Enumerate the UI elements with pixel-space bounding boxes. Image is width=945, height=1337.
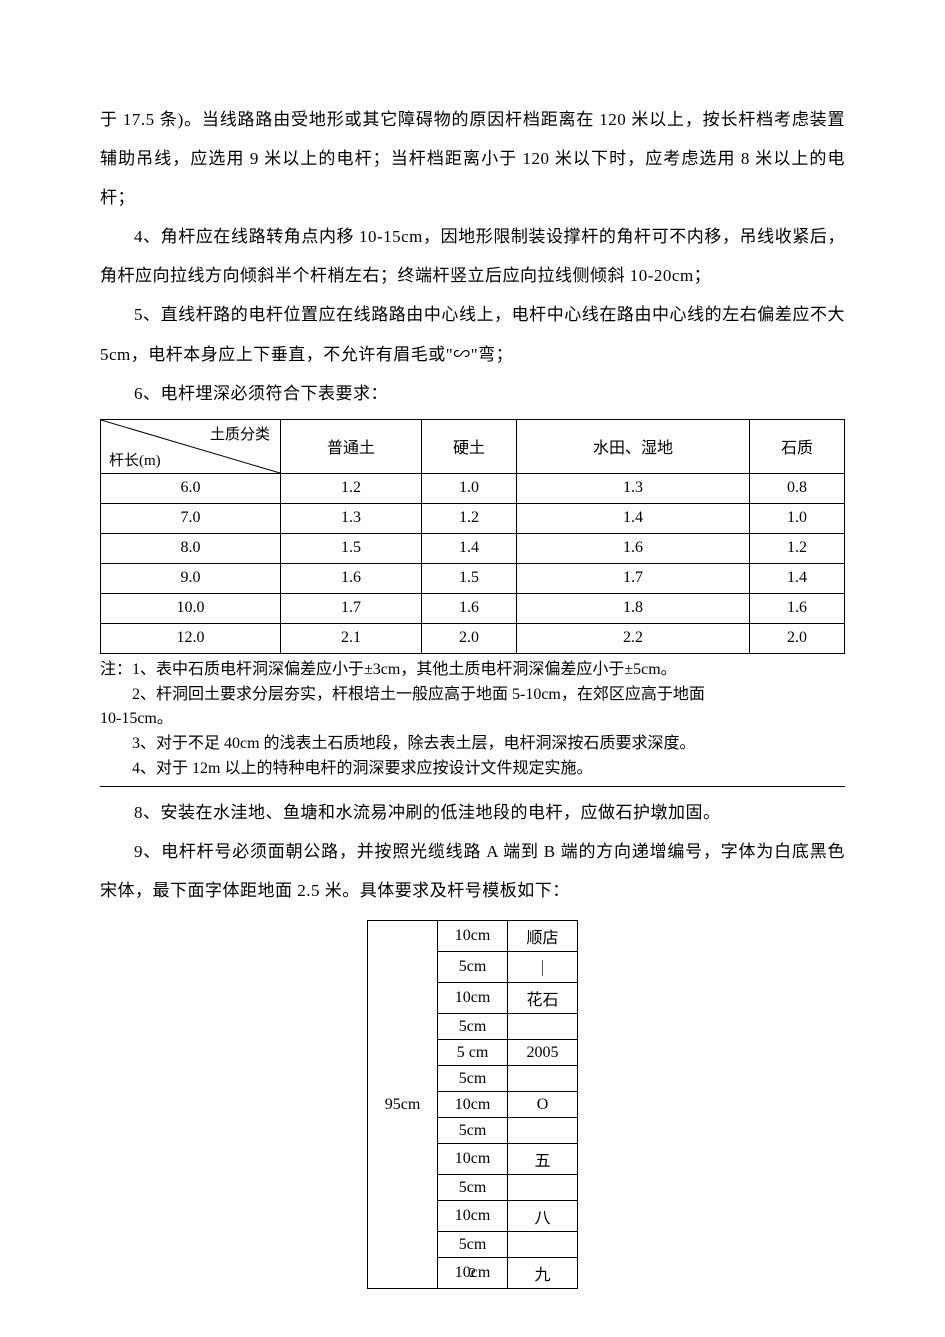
cell: О — [508, 1092, 578, 1118]
cell — [508, 1232, 578, 1258]
cell: 2.2 — [516, 623, 749, 653]
cell: 5 cm — [438, 1040, 508, 1066]
paragraph-5: 8、安装在水洼地、鱼塘和水流易冲刷的低洼地段的电杆，应做石护墩加固。 — [100, 793, 845, 832]
cell: 10cm — [438, 1201, 508, 1232]
cell: 5cm — [438, 1066, 508, 1092]
cell: 1.4 — [750, 563, 845, 593]
paragraph-6: 9、电杆杆号必须面朝公路，并按照光缆线路 A 端到 B 端的方向递增编号，字体为… — [100, 832, 845, 910]
col-header: 普通土 — [281, 419, 422, 473]
cell: 2.1 — [281, 623, 422, 653]
cell: 八 — [508, 1201, 578, 1232]
divider-line — [100, 786, 845, 787]
depth-table: 土质分类 杆长(m) 普通土 硬土 水田、湿地 石质 6.0 1.2 1.0 1… — [100, 419, 845, 654]
cell: 1.0 — [750, 503, 845, 533]
cell: 2005 — [508, 1040, 578, 1066]
pole-number-template: 95cm 10cm 顺店 5cm｜ 10cm花石 5cm 5 cm2005 5c… — [100, 920, 845, 1289]
cell: 1.2 — [750, 533, 845, 563]
cell: 5cm — [438, 1232, 508, 1258]
template-table: 95cm 10cm 顺店 5cm｜ 10cm花石 5cm 5 cm2005 5c… — [367, 920, 578, 1289]
paragraph-3: 5、直线杆路的电杆位置应在线路路由中心线上，电杆中心线在路由中心线的左右偏差应不… — [100, 295, 845, 373]
cell: 顺店 — [508, 921, 578, 952]
cell: 2.0 — [750, 623, 845, 653]
cell: 1.2 — [422, 503, 517, 533]
cell: 1.5 — [422, 563, 517, 593]
row-label: 9.0 — [101, 563, 281, 593]
note-line: 2、杆洞回土要求分层夯实，杆根培土一般应高于地面 5-10cm，在郊区应高于地面 — [100, 683, 845, 708]
cell: 1.6 — [750, 593, 845, 623]
table-row: 7.0 1.3 1.2 1.4 1.0 — [101, 503, 845, 533]
cell: 1.6 — [422, 593, 517, 623]
cell: 1.3 — [516, 473, 749, 503]
cell — [508, 1066, 578, 1092]
cell: 1.6 — [281, 563, 422, 593]
diagonal-header-cell: 土质分类 杆长(m) — [101, 419, 281, 473]
note-line: 3、对于不足 40cm 的浅表土石质地段，除去表土层，电杆洞深按石质要求深度。 — [100, 732, 845, 757]
cell: 1.3 — [281, 503, 422, 533]
cell: 10cm — [438, 1092, 508, 1118]
table-notes: 注：1、表中石质电杆洞深偏差应小于±3cm，其他土质电杆洞深偏差应小于±5cm。… — [100, 658, 845, 782]
cell: 5cm — [438, 1175, 508, 1201]
table-row: 9.0 1.6 1.5 1.7 1.4 — [101, 563, 845, 593]
cell: 5cm — [438, 1118, 508, 1144]
diag-header-top: 土质分类 — [210, 423, 270, 444]
cell: 1.5 — [281, 533, 422, 563]
cell: 10cm — [438, 983, 508, 1014]
row-label: 10.0 — [101, 593, 281, 623]
cell: 1.6 — [516, 533, 749, 563]
row-label: 12.0 — [101, 623, 281, 653]
cell: 1.7 — [281, 593, 422, 623]
note-line: 4、对于 12m 以上的特种电杆的洞深要求应按设计文件规定实施。 — [100, 757, 845, 782]
table-header-row: 土质分类 杆长(m) 普通土 硬土 水田、湿地 石质 — [101, 419, 845, 473]
cell: 2.0 — [422, 623, 517, 653]
cell: 5cm — [438, 1014, 508, 1040]
cell — [508, 1118, 578, 1144]
table-row: 6.0 1.2 1.0 1.3 0.8 — [101, 473, 845, 503]
cell — [508, 1175, 578, 1201]
cell: 10cm — [438, 1144, 508, 1175]
left-span-cell: 95cm — [368, 921, 438, 1289]
cell: 五 — [508, 1144, 578, 1175]
cell: 1.2 — [281, 473, 422, 503]
table-row: 95cm 10cm 顺店 — [368, 921, 578, 952]
diag-header-bottom: 杆长(m) — [109, 449, 161, 470]
cell — [508, 1014, 578, 1040]
paragraph-2: 4、角杆应在线路转角点内移 10-15cm，因地形限制装设撑杆的角杆可不内移，吊… — [100, 217, 845, 295]
cell: 1.0 — [422, 473, 517, 503]
row-label: 6.0 — [101, 473, 281, 503]
cell: 1.4 — [422, 533, 517, 563]
table-row: 10.0 1.7 1.6 1.8 1.6 — [101, 593, 845, 623]
table-row: 8.0 1.5 1.4 1.6 1.2 — [101, 533, 845, 563]
cell: 5cm — [438, 952, 508, 983]
cell: ｜ — [508, 952, 578, 983]
cell: 1.8 — [516, 593, 749, 623]
col-header: 水田、湿地 — [516, 419, 749, 473]
page-number: 2 — [0, 1266, 945, 1282]
paragraph-4: 6、电杆埋深必须符合下表要求： — [100, 374, 845, 413]
paragraph-1: 于 17.5 条)。当线路路由受地形或其它障碍物的原因杆档距离在 120 米以上… — [100, 100, 845, 217]
cell: 花石 — [508, 983, 578, 1014]
row-label: 7.0 — [101, 503, 281, 533]
cell: 1.4 — [516, 503, 749, 533]
table-row: 12.0 2.1 2.0 2.2 2.0 — [101, 623, 845, 653]
cell: 0.8 — [750, 473, 845, 503]
cell: 1.7 — [516, 563, 749, 593]
row-label: 8.0 — [101, 533, 281, 563]
cell: 10cm — [438, 921, 508, 952]
col-header: 硬土 — [422, 419, 517, 473]
col-header: 石质 — [750, 419, 845, 473]
note-line: 注：1、表中石质电杆洞深偏差应小于±3cm，其他土质电杆洞深偏差应小于±5cm。 — [100, 658, 845, 683]
note-line: 10-15cm。 — [100, 707, 845, 732]
